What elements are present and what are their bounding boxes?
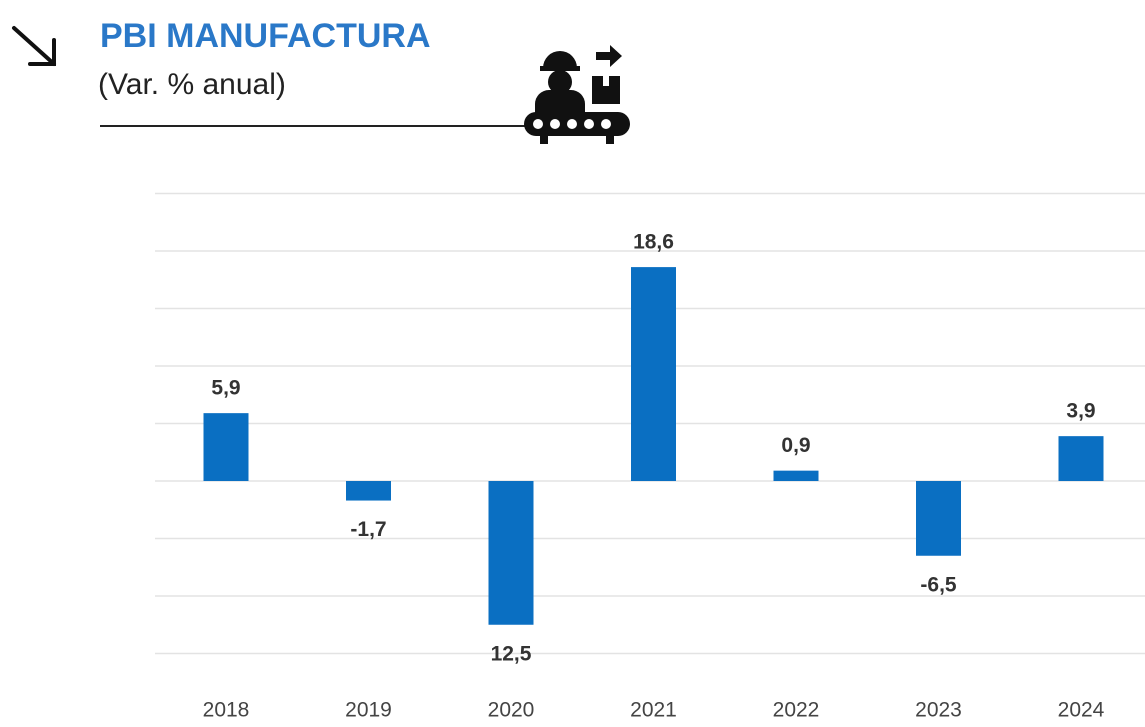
x-tick-label: 2023 [915,699,962,722]
value-label: 5,9 [211,377,240,400]
bar [346,481,391,501]
x-tick-label: 2022 [773,699,820,722]
bar [773,470,819,481]
value-label: 12,5 [491,642,532,665]
value-label: 18,6 [633,231,674,254]
chart-title: PBI MANUFACTURA [100,17,431,55]
arrow-icon [12,26,56,66]
x-tick-label: 2019 [345,699,392,722]
bar [203,413,249,481]
x-tick-label: 2018 [203,699,250,722]
value-label: -1,7 [350,518,386,541]
value-label: -6,5 [920,573,957,596]
value-label: 3,9 [1066,400,1095,423]
worker-icon [524,45,630,144]
chart-subtitle: (Var. % anual) [98,68,286,101]
x-tick-label: 2021 [630,699,677,722]
bar [1058,436,1104,481]
x-tick-label: 2020 [488,699,535,722]
bar [631,267,676,481]
bar [916,481,961,556]
x-tick-label: 2024 [1058,699,1105,722]
bar [488,481,534,625]
value-label: 0,9 [781,434,810,457]
